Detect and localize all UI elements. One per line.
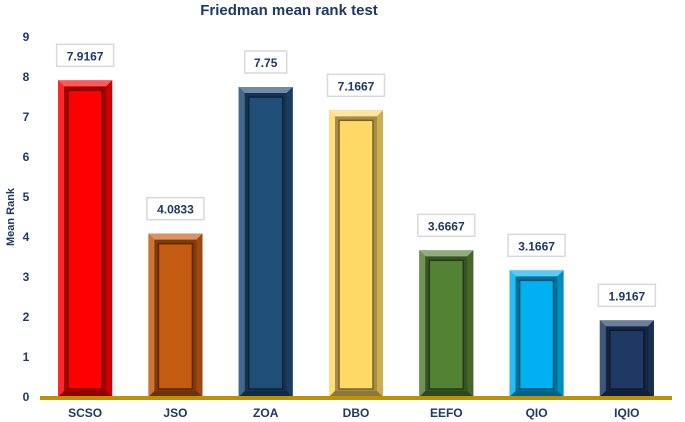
bar-dbo (329, 110, 383, 397)
bar-scso (58, 80, 113, 397)
data-label-box (326, 73, 386, 98)
data-label-box (55, 43, 115, 68)
x-tick-label: JSO (163, 406, 187, 420)
bar-face-border (157, 242, 194, 390)
y-tick-label: 7 (23, 110, 30, 124)
bar-bevel-left (148, 233, 155, 397)
bars (58, 80, 654, 397)
data-label-box (146, 196, 205, 221)
y-axis-ticks: 0 1 2 3 4 5 6 7 8 9 (23, 30, 30, 404)
bar-eefo (419, 250, 474, 397)
data-label-box (597, 283, 657, 308)
bar-face-border (247, 96, 284, 390)
bar-face-border (338, 119, 374, 390)
data-labels: 7.9167 4.0833 7.75 7.1667 3.6667 3.1667 1.9167 (55, 43, 657, 308)
y-axis-label: Mean Rank (5, 187, 17, 246)
data-label-scso: 7.9167 (55, 43, 115, 68)
bar-bevel-top (329, 110, 383, 117)
bar-bevel-left (58, 80, 65, 397)
bar-face (519, 280, 554, 389)
y-tick-label: 8 (23, 70, 30, 84)
data-label-text: 7.9167 (67, 49, 104, 63)
data-label-qio: 3.1667 (507, 233, 566, 258)
data-label-zoa: 7.75 (243, 50, 288, 74)
x-tick-label: QIO (526, 406, 548, 420)
y-tick-label: 1 (23, 350, 30, 364)
data-label-jso: 4.0833 (146, 196, 205, 221)
y-tick-label: 6 (23, 150, 30, 164)
bar-face-border (67, 89, 103, 390)
bar-face-border (609, 329, 645, 390)
bar-bevel-right (196, 233, 203, 397)
bar-face (429, 260, 464, 389)
bar-bevel-bottom (148, 391, 203, 397)
data-label-text: 7.1667 (338, 79, 375, 93)
bar-bevel-top (58, 80, 113, 87)
y-tick-label: 4 (23, 230, 30, 244)
data-label-text: 4.0833 (157, 203, 194, 217)
y-tick-label: 5 (23, 190, 30, 204)
data-label-text: 3.6667 (428, 219, 465, 233)
x-axis-ticks: SCSO JSO ZOA DBO EEFO QIO IQIO (68, 406, 639, 420)
data-label-text: 7.75 (254, 56, 278, 70)
bar-bevel-top (599, 320, 654, 327)
bar-bevel-left (238, 87, 245, 397)
data-label-dbo: 7.1667 (326, 73, 386, 98)
bar-bevel-top (419, 250, 474, 257)
bar-bevel-bottom (329, 391, 383, 397)
bar-bevel-left (329, 110, 335, 397)
x-tick-label: ZOA (253, 406, 279, 420)
data-label-text: 3.1667 (518, 239, 555, 253)
data-label-iqio: 1.9167 (597, 283, 657, 308)
bar-bevel-bottom (509, 391, 564, 397)
bar-zoa (238, 87, 293, 397)
data-label-text: 1.9167 (609, 289, 646, 303)
bar-bevel-top (148, 233, 203, 240)
x-tick-label: IQIO (614, 406, 639, 420)
bar-iqio (599, 320, 654, 397)
bar-bevel-right (647, 320, 654, 397)
data-label-eefo: 3.6667 (417, 213, 476, 238)
bar-bevel-left (599, 320, 606, 397)
bar-bevel-right (467, 250, 474, 397)
bar-face (339, 120, 373, 389)
bar-face (158, 243, 193, 389)
bar-face (609, 330, 644, 389)
bar-face-border (428, 259, 465, 390)
bar-bevel-right (557, 270, 564, 397)
bar-bevel-bottom (58, 391, 113, 397)
bar-face (248, 97, 283, 389)
x-tick-label: DBO (343, 406, 370, 420)
y-tick-label: 2 (23, 310, 30, 324)
chart-title: Friedman mean rank test (200, 2, 378, 19)
bar-bevel-top (238, 87, 293, 93)
x-axis-line (40, 396, 672, 400)
x-tick-label: SCSO (68, 406, 102, 420)
bar-face-border (518, 279, 555, 390)
bar-jso (148, 233, 203, 397)
y-tick-label: 9 (23, 30, 30, 44)
bar-qio (509, 270, 564, 397)
data-label-box (507, 233, 566, 258)
bar-bevel-bottom (599, 391, 654, 397)
bar-bevel-left (509, 270, 516, 397)
bar-face (68, 90, 103, 389)
bar-bevel-right (106, 80, 113, 397)
bar-bevel-top (509, 270, 564, 277)
data-label-box (243, 50, 288, 74)
y-tick-label: 3 (23, 270, 30, 284)
bar-bevel-bottom (419, 391, 474, 397)
data-label-box (417, 213, 476, 238)
bar-bevel-right (286, 87, 293, 397)
bar-bevel-left (419, 250, 426, 397)
x-tick-label: EEFO (430, 406, 463, 420)
bar-bevel-right (377, 110, 383, 397)
bar-bevel-bottom (238, 391, 293, 397)
y-tick-label: 0 (23, 390, 30, 404)
